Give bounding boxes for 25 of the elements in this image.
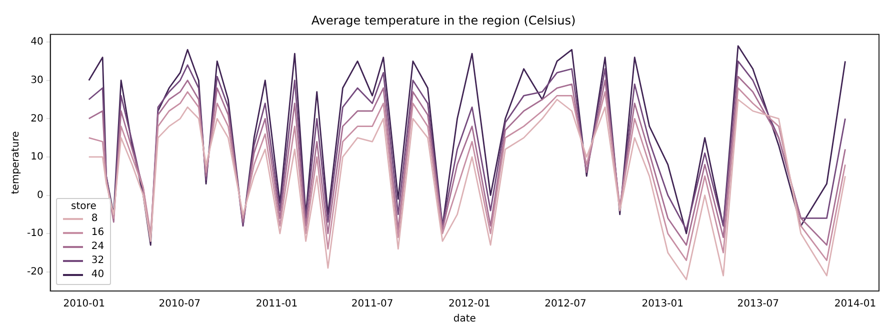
x-tick-label: 2010-07 xyxy=(158,298,201,310)
legend-title: store xyxy=(70,201,98,212)
y-tick-label: 10 xyxy=(30,152,44,163)
legend-label: 16 xyxy=(91,226,104,240)
legend-label: 8 xyxy=(91,212,98,226)
x-tick-label: 2012-01 xyxy=(448,298,490,310)
x-tick-label: 2013-01 xyxy=(642,298,684,310)
x-tick-label: 2011-07 xyxy=(351,298,394,310)
y-tick-label: -20 xyxy=(26,266,44,278)
legend-label: 24 xyxy=(91,240,104,254)
chart-title: Average temperature in the region (Celsius) xyxy=(311,13,576,28)
legend-label: 32 xyxy=(91,254,104,268)
x-tick-label: 2011-01 xyxy=(256,298,298,310)
x-tick-label: 2013-07 xyxy=(737,298,780,310)
y-tick-label: 30 xyxy=(30,74,44,86)
x-tick-label: 2010-01 xyxy=(63,298,106,310)
y-axis-title: temperature xyxy=(10,131,22,194)
x-tick-label: 2014-01 xyxy=(834,298,876,310)
y-tick-label: -10 xyxy=(26,228,44,240)
x-tick-label: 2012-07 xyxy=(544,298,586,310)
y-tick-label: 0 xyxy=(36,190,44,201)
y-tick-label: 20 xyxy=(30,113,44,124)
legend-label: 40 xyxy=(91,268,104,282)
y-tick-label: 40 xyxy=(30,36,44,48)
x-axis-title: date xyxy=(453,314,476,325)
